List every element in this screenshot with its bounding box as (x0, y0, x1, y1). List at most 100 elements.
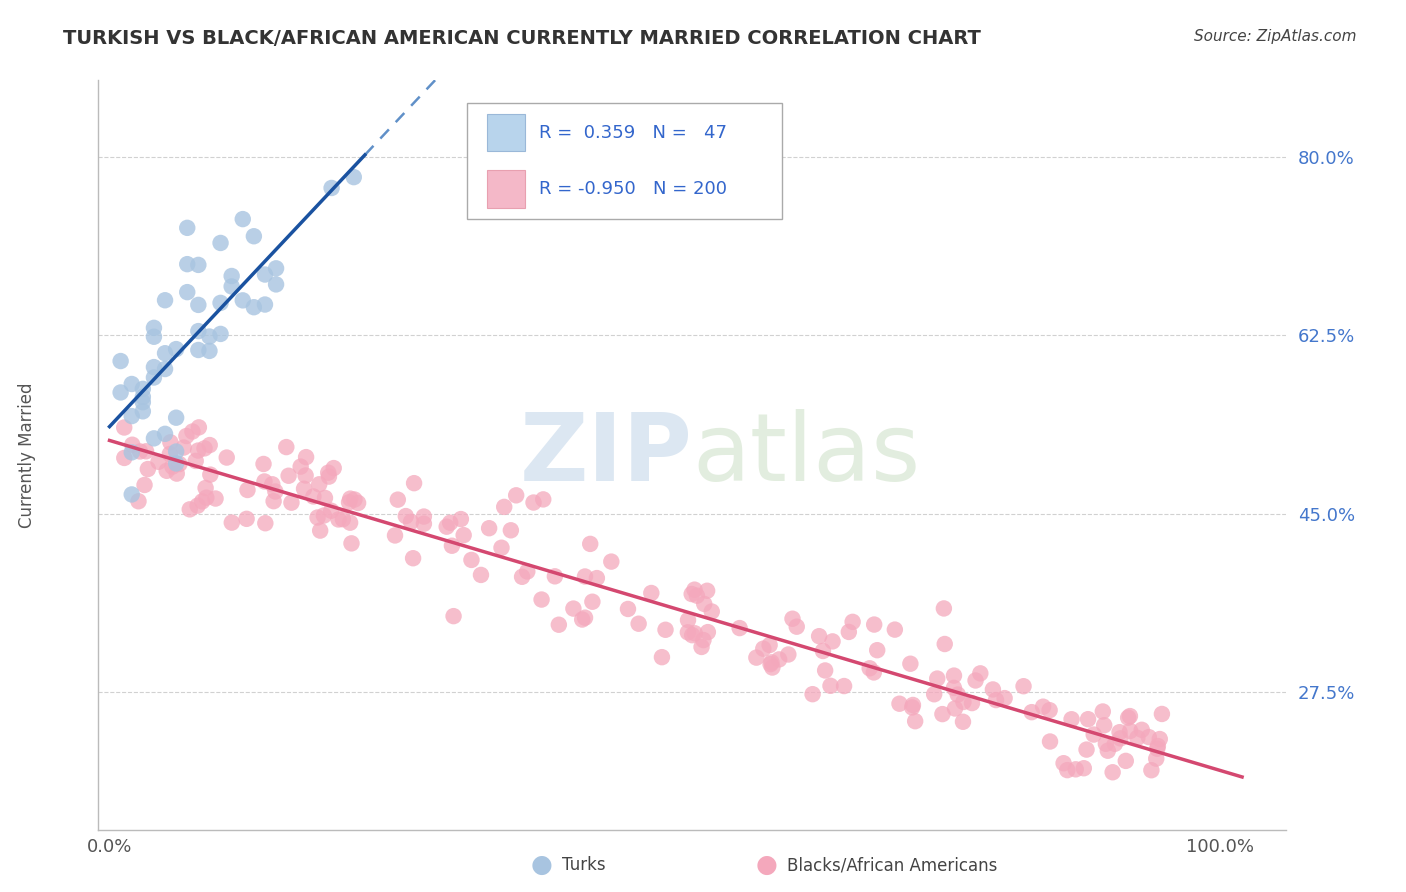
Point (292, 482, 315, 496)
FancyBboxPatch shape (467, 103, 782, 219)
Point (194, 481, 217, 495)
Point (148, 455, 170, 469)
Point (209, 296, 232, 310)
Point (399, 515, 422, 529)
Point (1104, 737, 1126, 751)
Point (254, 516, 277, 531)
Point (859, 661, 882, 675)
Point (343, 492, 366, 507)
Point (1064, 762, 1087, 776)
Point (574, 569, 596, 583)
Point (889, 697, 911, 711)
Point (778, 648, 800, 662)
Point (253, 475, 276, 489)
Point (187, 443, 209, 458)
Point (404, 476, 426, 491)
Text: Blacks/African Americans: Blacks/African Americans (787, 856, 998, 874)
Point (640, 586, 662, 600)
Point (943, 668, 966, 682)
Point (280, 496, 302, 510)
Point (1012, 679, 1035, 693)
Point (820, 679, 842, 693)
Point (347, 496, 370, 510)
Point (264, 261, 287, 276)
Point (132, 390, 155, 404)
Point (162, 459, 184, 474)
Point (243, 229, 266, 244)
Point (159, 435, 181, 450)
Point (290, 459, 312, 474)
Point (387, 492, 409, 507)
Point (308, 477, 330, 491)
Point (1073, 761, 1095, 775)
Point (681, 628, 703, 642)
Point (173, 441, 195, 455)
Point (153, 426, 176, 441)
Point (159, 447, 181, 461)
Point (1130, 723, 1153, 737)
Point (253, 297, 276, 311)
Point (981, 682, 1004, 697)
Point (460, 553, 482, 567)
Point (470, 568, 492, 582)
Point (132, 404, 155, 418)
Point (312, 508, 335, 523)
Point (960, 696, 983, 710)
Point (384, 528, 406, 542)
Point (128, 494, 150, 508)
Point (193, 442, 215, 456)
Point (412, 516, 434, 531)
Point (343, 170, 366, 185)
Point (984, 693, 1007, 707)
Point (112, 450, 135, 465)
Point (946, 688, 969, 702)
Text: atlas: atlas (692, 409, 921, 501)
Point (1039, 703, 1062, 717)
Point (758, 638, 780, 652)
Point (243, 300, 266, 314)
Point (1060, 712, 1083, 726)
Point (395, 509, 418, 524)
Point (969, 666, 991, 681)
Point (1119, 709, 1142, 723)
Point (129, 444, 152, 458)
Point (142, 431, 165, 445)
Point (198, 438, 221, 452)
Point (176, 257, 198, 271)
Point (1109, 731, 1132, 746)
Point (505, 488, 527, 502)
Point (1077, 712, 1099, 726)
Point (952, 695, 974, 709)
Point (264, 484, 287, 499)
Point (165, 410, 187, 425)
Point (1108, 725, 1130, 739)
Point (187, 324, 209, 338)
Point (841, 615, 863, 629)
Point (617, 602, 640, 616)
Point (142, 370, 165, 384)
Point (1091, 705, 1114, 719)
Point (121, 409, 143, 423)
Text: ●: ● (755, 854, 778, 877)
Point (132, 395, 155, 409)
Point (1056, 763, 1078, 777)
Point (1116, 711, 1139, 725)
Point (1101, 765, 1123, 780)
Point (901, 700, 924, 714)
Point (801, 687, 824, 701)
Point (811, 644, 834, 658)
Point (952, 714, 974, 729)
Point (1097, 744, 1119, 758)
Point (1140, 763, 1163, 777)
Point (253, 268, 276, 282)
Point (209, 235, 232, 250)
Point (942, 681, 965, 695)
Point (209, 326, 232, 341)
Point (651, 650, 673, 665)
Point (863, 617, 886, 632)
Point (187, 258, 209, 272)
Point (302, 490, 325, 504)
Point (440, 539, 463, 553)
Point (165, 457, 187, 471)
Text: R =  0.359   N =   47: R = 0.359 N = 47 (538, 124, 727, 142)
